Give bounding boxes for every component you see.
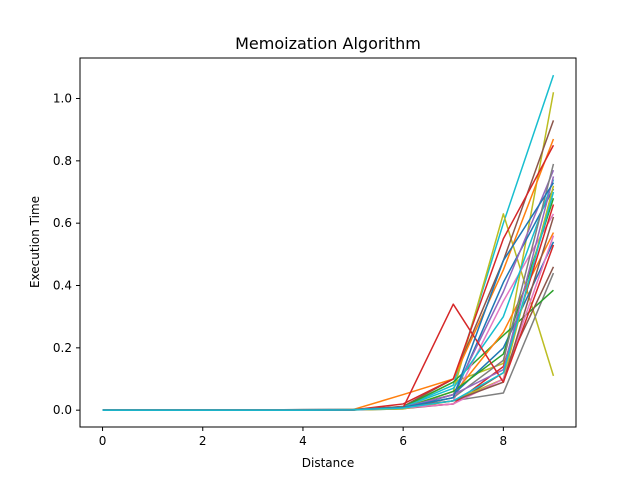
y-tick-label: 0.6: [53, 216, 72, 230]
y-tick-label: 0.4: [53, 279, 72, 293]
x-tick-label: 6: [399, 434, 407, 448]
series-line-1: [102, 74, 555, 411]
plot-frame: [79, 57, 577, 428]
x-axis-label: Distance: [302, 456, 354, 470]
series-line-3: [102, 92, 555, 411]
chart-title: Memoization Algorithm: [235, 34, 421, 53]
y-axis-label: Execution Time: [28, 196, 42, 288]
y-tick-label: 1.0: [53, 92, 72, 106]
axes: 0 2 4 6 8 0.0 0.2 0.4 0.6 0.8 1.0: [53, 57, 577, 448]
x-tick-label: 2: [199, 434, 207, 448]
series-layer: [102, 74, 555, 411]
series-line-15: [102, 179, 555, 411]
series-line-24: [102, 182, 555, 411]
series-line-22: [102, 216, 555, 411]
x-tick-label: 0: [99, 434, 107, 448]
series-line-25: [102, 191, 555, 411]
series-line-19: [102, 185, 555, 411]
y-tick-label: 0.8: [53, 154, 72, 168]
series-line-21: [102, 176, 555, 411]
series-line-2: [102, 213, 555, 411]
y-tick-label: 0.2: [53, 341, 72, 355]
x-tick-label: 4: [299, 434, 307, 448]
x-tick-label: 8: [500, 434, 508, 448]
y-tick-label: 0.0: [53, 403, 72, 417]
series-line-9: [102, 188, 555, 411]
series-line-11: [102, 213, 555, 411]
